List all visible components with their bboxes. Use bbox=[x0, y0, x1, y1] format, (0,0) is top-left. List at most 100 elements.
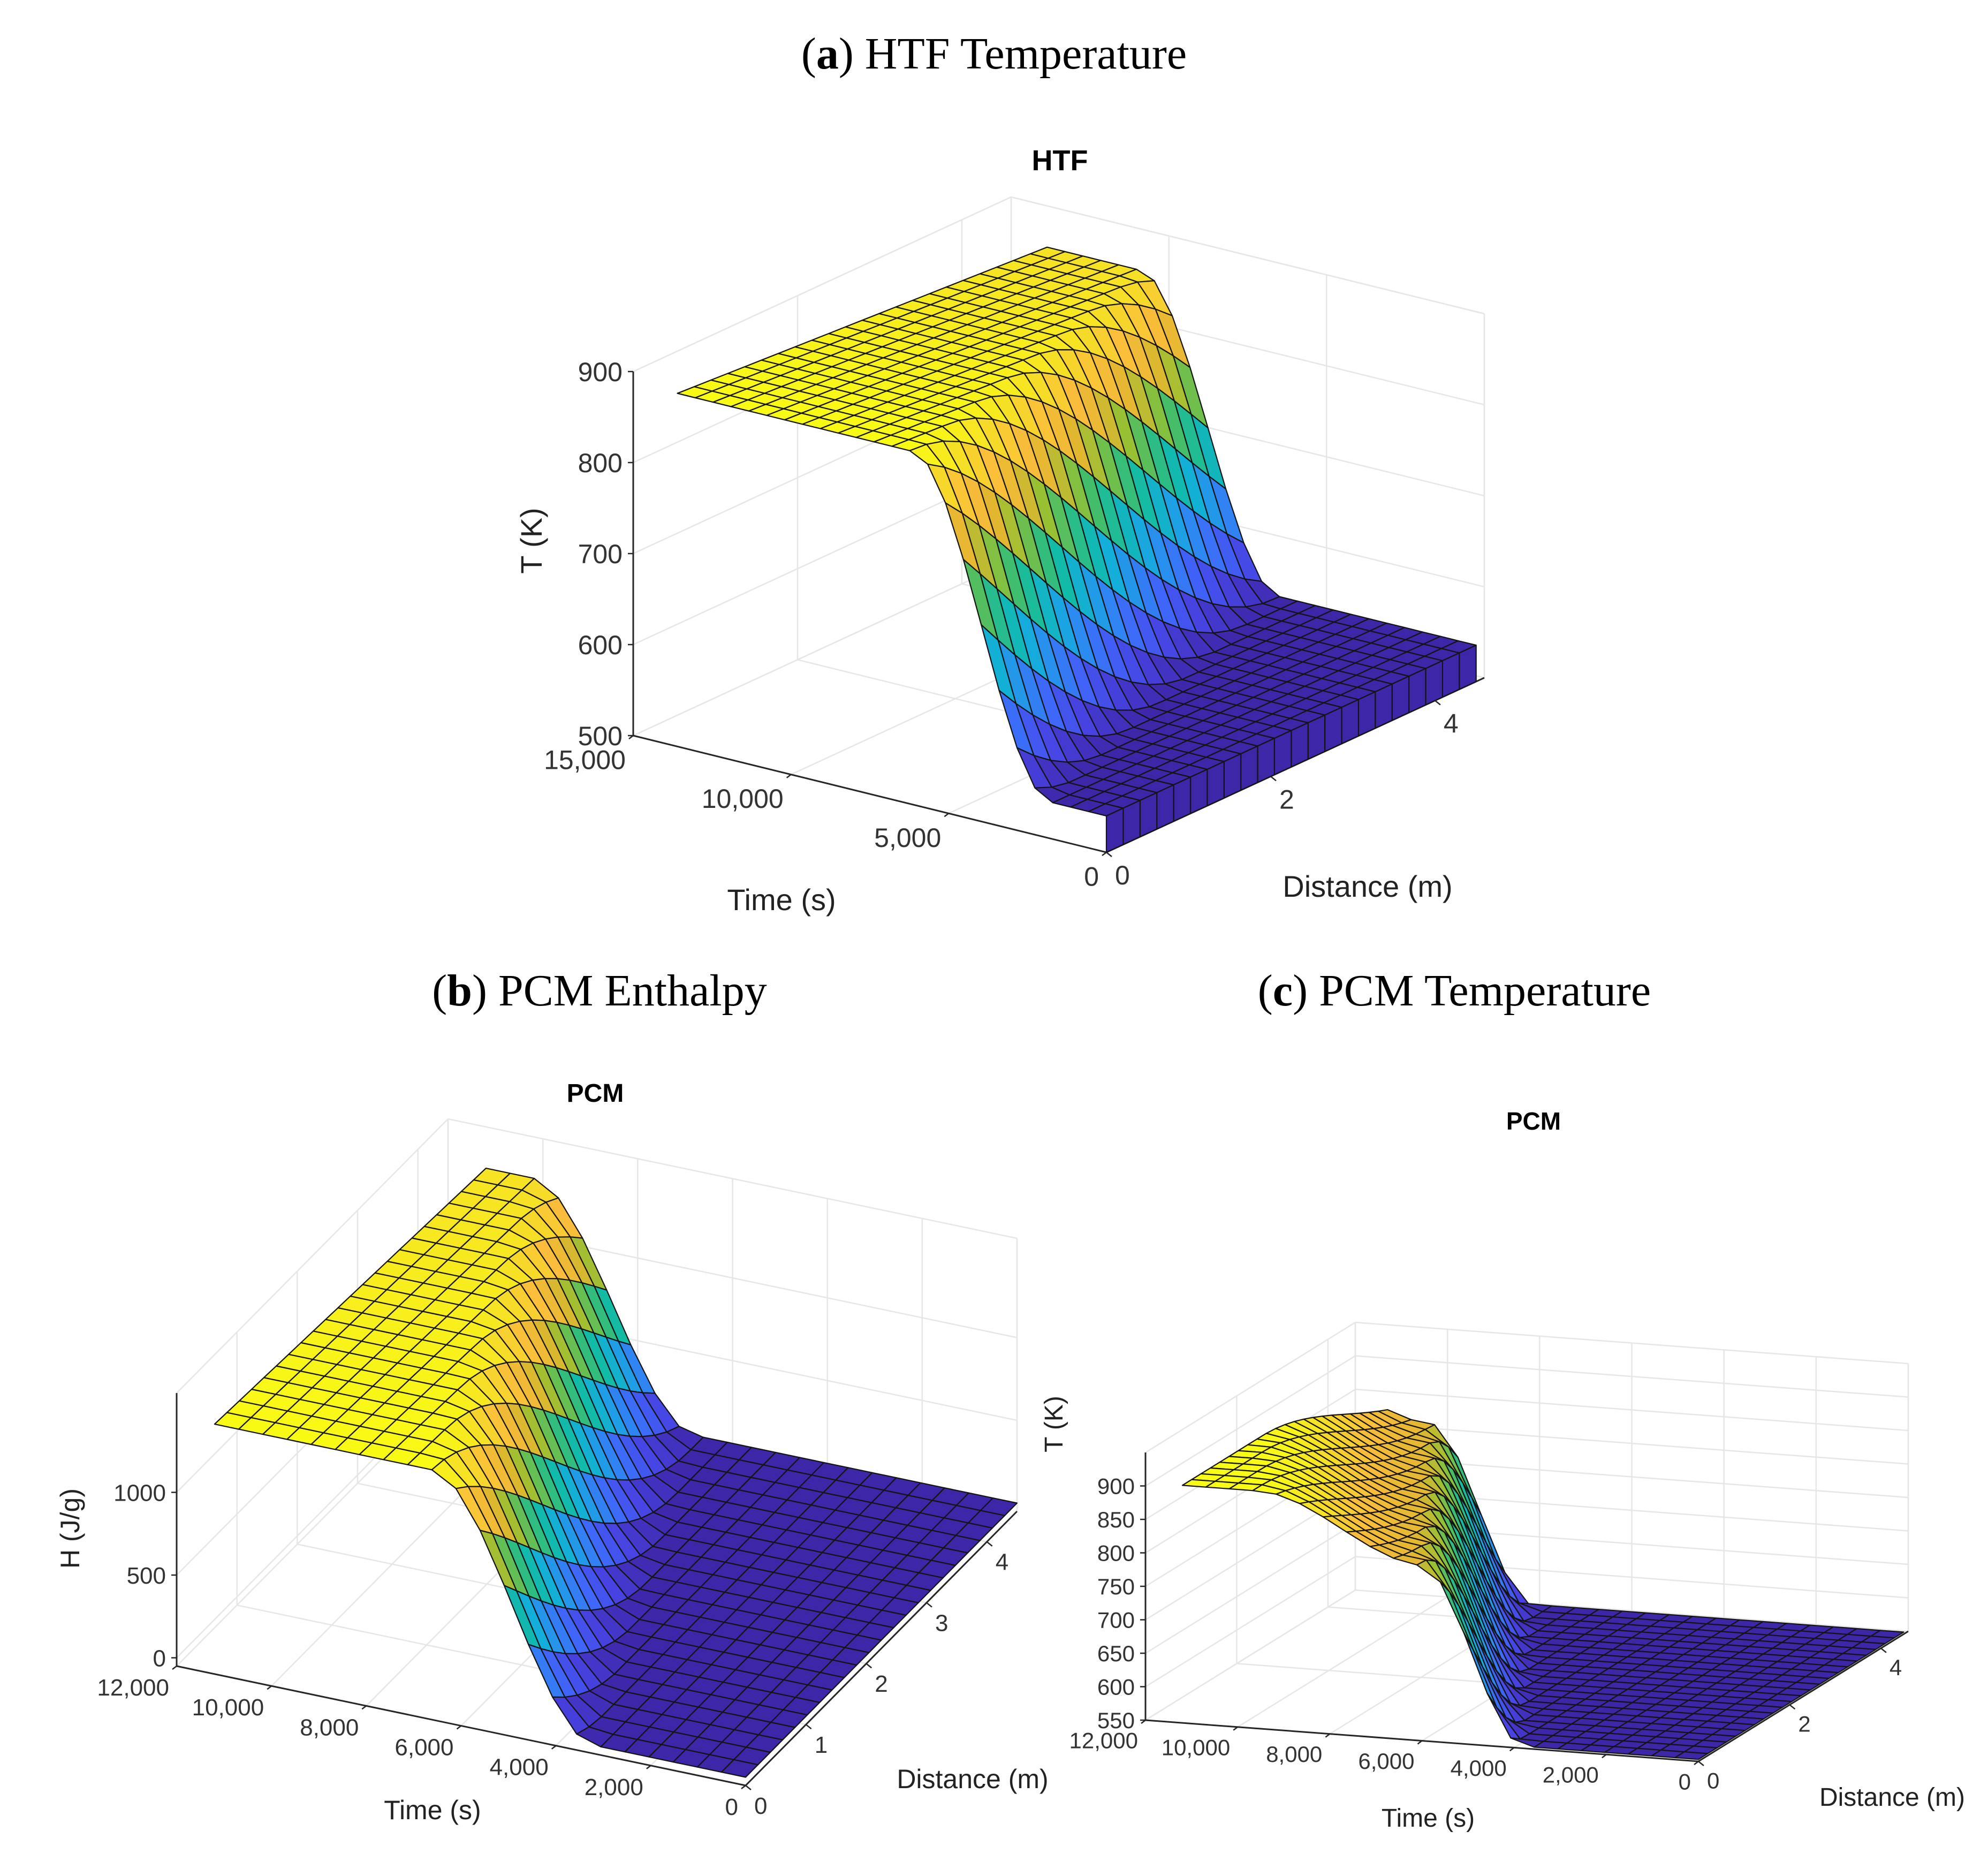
plot-c-pcm-temperature: 0 2,000 4,000 6,000 8,000 10,000 12,000 0 2 4 550 6… bbox=[1040, 1107, 1965, 1833]
ytick-mark bbox=[1435, 700, 1441, 706]
xtick-mark bbox=[1509, 1747, 1515, 1752]
caption-b: (b) PCM Enthalpy bbox=[432, 966, 767, 1016]
plot-c-surface bbox=[1181, 1409, 1904, 1760]
xtick-label: 12,000 bbox=[97, 1675, 169, 1701]
xtick-mark bbox=[944, 813, 950, 818]
curtain-quad bbox=[1307, 714, 1326, 760]
plot-a-ylabel: Distance (m) bbox=[1283, 869, 1452, 903]
ztick-label: 600 bbox=[578, 630, 623, 660]
ytick-mark bbox=[1270, 776, 1277, 782]
xtick-label: 15,000 bbox=[544, 745, 626, 775]
xtick-label: 6,000 bbox=[1358, 1749, 1414, 1774]
ztick-label: 800 bbox=[578, 448, 623, 478]
xtick-label: 8,000 bbox=[1266, 1742, 1322, 1767]
curtain-quad bbox=[1257, 737, 1275, 783]
ytick-label: 0 bbox=[754, 1793, 767, 1819]
plot-a-htf: 0 5,000 10,000 15,000 0 2 4 500 600 700 800 900 HTF… bbox=[514, 145, 1485, 917]
ytick-label: 4 bbox=[1444, 709, 1459, 739]
caption-a: (a) HTF Temperature bbox=[801, 29, 1187, 79]
xtick-label: 10,000 bbox=[192, 1694, 264, 1721]
ztick-label: 1000 bbox=[113, 1480, 166, 1506]
curtain-quad bbox=[1273, 730, 1292, 776]
ytick-mark bbox=[1789, 1704, 1796, 1710]
axis-distance bbox=[1698, 1630, 1909, 1762]
ytick-label: 0 bbox=[1707, 1768, 1719, 1793]
ztick-label: 850 bbox=[1097, 1507, 1135, 1532]
plot-c-ylabel: Distance (m) bbox=[1819, 1783, 1965, 1812]
ztick-label: 800 bbox=[1097, 1541, 1135, 1566]
ytick-label: 3 bbox=[935, 1610, 948, 1637]
caption-c-text: PCM Temperature bbox=[1319, 966, 1651, 1016]
xtick-mark bbox=[1694, 1761, 1699, 1765]
plot-a-zlabel: T (K) bbox=[514, 508, 548, 573]
curtain-quad bbox=[1156, 784, 1174, 830]
plot-c-tick-labels: 0 2,000 4,000 6,000 8,000 10,000 12,000 0 2 4 550 6… bbox=[1069, 1474, 1902, 1795]
ytick-label: 4 bbox=[1890, 1655, 1902, 1680]
xtick-mark bbox=[361, 1705, 367, 1710]
curtain-quad bbox=[1391, 675, 1410, 721]
gridline-x bbox=[1237, 1596, 1448, 1728]
plot-a-xlabel: Time (s) bbox=[727, 883, 836, 917]
caption-a-text: HTF Temperature bbox=[865, 29, 1187, 79]
curtain-quad bbox=[1357, 691, 1376, 737]
curtain-quad bbox=[1207, 761, 1225, 807]
ytick-label: 2 bbox=[875, 1671, 887, 1697]
axis-distance bbox=[745, 1510, 1018, 1787]
curtain-quad bbox=[1122, 799, 1141, 845]
xtick-mark bbox=[1233, 1726, 1238, 1731]
ztick-label: 650 bbox=[1097, 1641, 1135, 1666]
plot-b-pcm-enthalpy: 0 2,000 4,000 6,000 8,000 10,000 12,000 0 1 2 3 4 0 5… bbox=[55, 1079, 1049, 1825]
axis-time bbox=[633, 735, 1107, 853]
xtick-label: 2,000 bbox=[585, 1774, 643, 1800]
ytick-mark bbox=[805, 1724, 812, 1730]
gridline-x bbox=[1145, 1589, 1356, 1721]
curtain-quad bbox=[1441, 652, 1460, 698]
xtick-mark bbox=[786, 774, 792, 778]
gridline-z bbox=[1145, 1522, 1356, 1654]
ztick-label: 900 bbox=[1097, 1474, 1135, 1499]
ytick-mark bbox=[1698, 1761, 1704, 1766]
curtain-quad bbox=[1375, 683, 1393, 729]
xtick-mark bbox=[741, 1785, 746, 1789]
plot-b-title: PCM bbox=[567, 1079, 624, 1108]
ztick-label: 550 bbox=[1097, 1708, 1135, 1733]
ytick-label: 4 bbox=[996, 1549, 1008, 1576]
xtick-mark bbox=[267, 1685, 272, 1690]
xtick-mark bbox=[1102, 852, 1107, 856]
xtick-mark bbox=[1602, 1754, 1607, 1759]
ytick-mark bbox=[926, 1602, 932, 1608]
xtick-mark bbox=[456, 1725, 462, 1730]
xtick-label: 12,000 bbox=[1069, 1728, 1138, 1753]
plot-c-zlabel: T (K) bbox=[1040, 1396, 1068, 1452]
caption-a-letter: a bbox=[816, 29, 839, 79]
ztick-label: 700 bbox=[1097, 1608, 1135, 1633]
plot-a-title: HTF bbox=[1032, 145, 1088, 177]
curtain-quad bbox=[1341, 699, 1359, 745]
wall-edge bbox=[176, 1118, 449, 1394]
plot-a-surface bbox=[677, 246, 1477, 853]
xtick-label: 6,000 bbox=[394, 1735, 453, 1761]
curtain-quad bbox=[1240, 745, 1258, 791]
ztick-label: 600 bbox=[1097, 1675, 1135, 1700]
curtain-quad bbox=[1189, 768, 1208, 814]
caption-b-text: PCM Enthalpy bbox=[498, 966, 767, 1016]
caption-c-letter: c bbox=[1273, 966, 1293, 1016]
xtick-label: 4,000 bbox=[1451, 1755, 1507, 1781]
curtain-quad bbox=[1105, 807, 1124, 853]
ztick-label: 700 bbox=[578, 539, 623, 569]
wall-edge bbox=[1355, 1321, 1909, 1365]
curtain-quad bbox=[1291, 722, 1309, 768]
plot-a-tick-labels: 0 5,000 10,000 15,000 0 2 4 500 600 700 800 900 bbox=[544, 357, 1459, 892]
caption-b-letter: b bbox=[447, 966, 472, 1016]
surface-quad bbox=[1674, 1751, 1709, 1760]
wall-edge bbox=[1145, 1321, 1356, 1454]
curtain-quad bbox=[1459, 644, 1477, 690]
ytick-mark bbox=[1106, 852, 1112, 857]
ytick-label: 2 bbox=[1798, 1712, 1810, 1737]
plot-b-ylabel: Distance (m) bbox=[897, 1764, 1048, 1794]
xtick-mark bbox=[646, 1765, 651, 1769]
plot-b-zlabel: H (J/g) bbox=[55, 1488, 85, 1569]
xtick-mark bbox=[172, 1666, 177, 1670]
ytick-mark bbox=[866, 1663, 872, 1669]
